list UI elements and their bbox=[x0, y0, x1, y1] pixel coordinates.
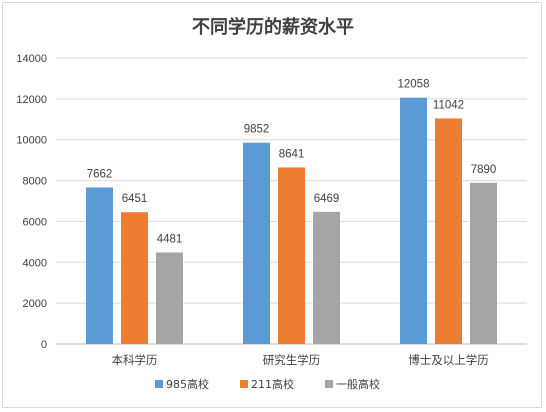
y-tick-label: 0 bbox=[41, 339, 47, 351]
data-label: 7662 bbox=[87, 168, 113, 180]
data-label: 8641 bbox=[279, 148, 305, 160]
x-category-label: 本科学历 bbox=[112, 353, 158, 367]
y-tick-label: 14000 bbox=[16, 53, 47, 65]
x-category-label: 研究生学历 bbox=[263, 353, 321, 367]
bar bbox=[278, 167, 305, 344]
legend-label: 一般高校 bbox=[336, 377, 380, 391]
legend: 985高校 211高校 一般高校 bbox=[155, 377, 380, 391]
data-label: 4481 bbox=[157, 233, 183, 245]
y-tick-label: 2000 bbox=[23, 298, 47, 310]
data-label: 9852 bbox=[244, 124, 270, 136]
bar bbox=[435, 118, 462, 345]
y-tick-label: 10000 bbox=[16, 135, 47, 147]
y-tick-label: 12000 bbox=[16, 94, 47, 106]
data-label: 12058 bbox=[398, 79, 430, 91]
x-category-label: 博士及以上学历 bbox=[408, 353, 489, 367]
legend-swatch bbox=[325, 380, 333, 388]
bar bbox=[400, 97, 427, 344]
legend-label: 211高校 bbox=[251, 377, 294, 391]
bar bbox=[313, 211, 340, 344]
legend-swatch bbox=[155, 380, 163, 388]
y-tick-label: 8000 bbox=[23, 176, 47, 188]
bar bbox=[86, 187, 113, 344]
bar bbox=[121, 212, 148, 344]
data-label: 7890 bbox=[471, 164, 497, 176]
y-axis-ticks: 0 2000 4000 6000 8000 10000 12000 14000 bbox=[16, 53, 47, 351]
bar bbox=[470, 182, 497, 344]
legend-label: 985高校 bbox=[166, 377, 209, 391]
bar bbox=[243, 142, 270, 344]
data-label: 11042 bbox=[433, 99, 464, 111]
y-tick-label: 6000 bbox=[23, 216, 47, 228]
data-label: 6451 bbox=[122, 193, 148, 205]
y-tick-label: 4000 bbox=[23, 257, 47, 269]
bar bbox=[156, 252, 183, 344]
bars bbox=[86, 97, 497, 345]
data-label: 6469 bbox=[314, 193, 340, 205]
x-axis-categories: 本科学历 研究生学历 博士及以上学历 bbox=[112, 353, 489, 367]
legend-swatch bbox=[240, 380, 248, 388]
chart-title: 不同学历的薪资水平 bbox=[192, 16, 354, 38]
